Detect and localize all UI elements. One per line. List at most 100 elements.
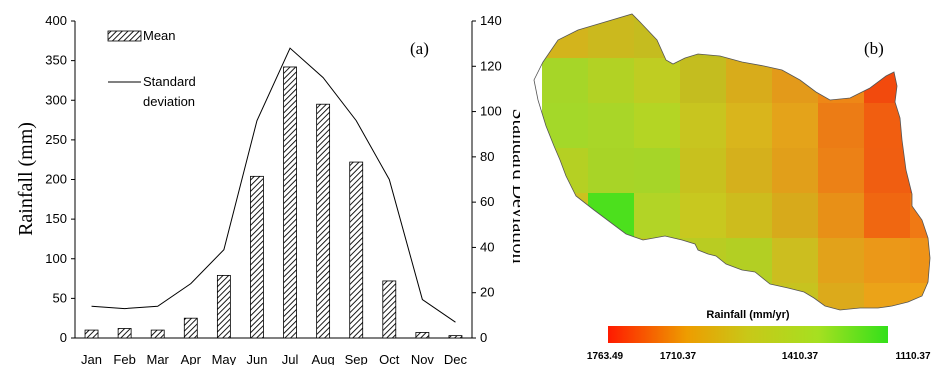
mean-bar-jun <box>250 175 264 339</box>
left-tick-labels: 0 50 100 150 200 250 300 350 400 <box>45 13 75 345</box>
month-label-aug: Aug <box>312 352 335 365</box>
rainfall-cell <box>726 103 773 149</box>
month-label-may: May <box>212 352 237 365</box>
rainfall-cell <box>542 103 589 149</box>
right-tick-label: 60 <box>480 194 494 209</box>
rainfall-cell <box>772 14 819 59</box>
left-tick-label: 300 <box>45 92 67 107</box>
colorbar-title: Rainfall (mm/yr) <box>706 309 789 321</box>
rainfall-cell <box>680 148 727 194</box>
month-labels: Jan Feb Mar Apr May Jun Jul Aug Sep Oct Nov Dec <box>81 352 467 365</box>
right-tick-label: 120 <box>480 58 502 73</box>
chart-axes <box>74 21 473 339</box>
mean-bar-jul <box>283 66 297 339</box>
mean-bar-mar <box>150 329 165 339</box>
mean-bar-may <box>216 274 231 339</box>
rainfall-cell <box>772 103 819 149</box>
rainfall-cell <box>864 58 911 104</box>
rainfall-cell <box>542 283 589 310</box>
legend-sd-label-2: deviation <box>143 94 195 109</box>
colorbar-tick-1: 1763.49 <box>587 351 624 362</box>
month-label-oct: Oct <box>379 352 400 365</box>
rainfall-cell <box>910 283 930 310</box>
rainfall-cell <box>818 193 865 239</box>
month-label-nov: Nov <box>411 352 435 365</box>
rainfall-cell <box>726 58 773 104</box>
left-tick-label: 0 <box>60 330 67 345</box>
mean-bar-feb <box>117 328 132 339</box>
rainfall-cell <box>910 193 930 239</box>
left-tick-label: 200 <box>45 172 67 187</box>
rainfall-cell <box>910 238 930 284</box>
rainfall-cell <box>588 238 635 284</box>
rainfall-cell <box>818 283 865 310</box>
sd-line-group <box>91 47 456 323</box>
right-tick-label: 140 <box>480 13 502 28</box>
right-tick-label: 20 <box>480 285 494 300</box>
rainfall-cell <box>910 103 930 149</box>
legend-mean-swatch <box>107 30 142 42</box>
rainfall-cell <box>680 283 727 310</box>
rainfall-cell <box>680 103 727 149</box>
rainfall-cell <box>588 58 635 104</box>
rainfall-cell <box>588 148 635 194</box>
rainfall-cell <box>864 283 911 310</box>
rainfall-cell <box>588 193 635 239</box>
rainfall-cell <box>588 103 635 149</box>
panel-label-a: (a) <box>410 39 429 58</box>
colorbar <box>608 326 888 343</box>
rainfall-cell <box>772 238 819 284</box>
legend-mean-label: Mean <box>143 28 176 43</box>
y-axis-label: Rainfall (mm) <box>15 122 37 236</box>
mean-bar-apr <box>183 317 198 339</box>
rainfall-cell <box>864 148 911 194</box>
rainfall-map: (b) Rainfall (mm/yr) 1763.49 1710.37 141… <box>533 13 931 362</box>
mean-bar-jan <box>84 329 99 339</box>
month-label-mar: Mar <box>147 352 170 365</box>
left-tick-label: 50 <box>53 290 67 305</box>
basin-outline <box>533 13 931 311</box>
rainfall-cell <box>864 238 911 284</box>
right-tick-label: 80 <box>480 149 494 164</box>
rainfall-grid-cells <box>542 14 930 310</box>
rainfall-cell <box>634 193 681 239</box>
left-tick-label: 100 <box>45 251 67 266</box>
rainfall-cell <box>634 103 681 149</box>
left-tick-label: 350 <box>45 53 67 68</box>
right-tick-label: 0 <box>480 330 487 345</box>
mean-bars <box>84 66 463 339</box>
chart-legend: Mean Standard deviation <box>107 28 196 109</box>
mean-bar-dec <box>448 335 463 339</box>
rainfall-chart: 0 50 100 150 200 250 300 350 400 0 20 40 60 80 100 120… <box>15 13 520 365</box>
rainfall-cell <box>726 193 773 239</box>
rainfall-cell <box>818 103 865 149</box>
rainfall-cell <box>772 148 819 194</box>
mean-bar-oct <box>382 280 397 339</box>
rainfall-cell <box>680 58 727 104</box>
rainfall-cell <box>634 283 681 310</box>
rainfall-cell <box>910 58 930 104</box>
left-tick-label: 150 <box>45 211 67 226</box>
rainfall-cell <box>542 148 589 194</box>
right-tick-labels: 0 20 40 60 80 100 120 140 <box>472 13 502 345</box>
panel-label-b: (b) <box>864 39 884 58</box>
rainfall-cell <box>542 58 589 104</box>
rainfall-cell <box>772 58 819 104</box>
right-tick-label: 40 <box>480 239 494 254</box>
colorbar-tick-2: 1710.37 <box>660 351 697 362</box>
rainfall-cell <box>588 283 635 310</box>
y2-axis-label: Standard Deviation <box>508 109 520 264</box>
mean-bar-sep <box>349 161 364 339</box>
rainfall-cell <box>864 103 911 149</box>
rainfall-cell <box>726 148 773 194</box>
month-label-apr: Apr <box>181 352 202 365</box>
sd-line <box>91 47 456 323</box>
rainfall-cell <box>542 14 589 59</box>
rainfall-cell <box>680 238 727 284</box>
rainfall-cell <box>634 58 681 104</box>
month-label-jul: Jul <box>282 352 299 365</box>
rainfall-cell <box>680 193 727 239</box>
month-label-jan: Jan <box>81 352 102 365</box>
rainfall-cell <box>542 238 589 284</box>
month-label-sep: Sep <box>345 352 368 365</box>
